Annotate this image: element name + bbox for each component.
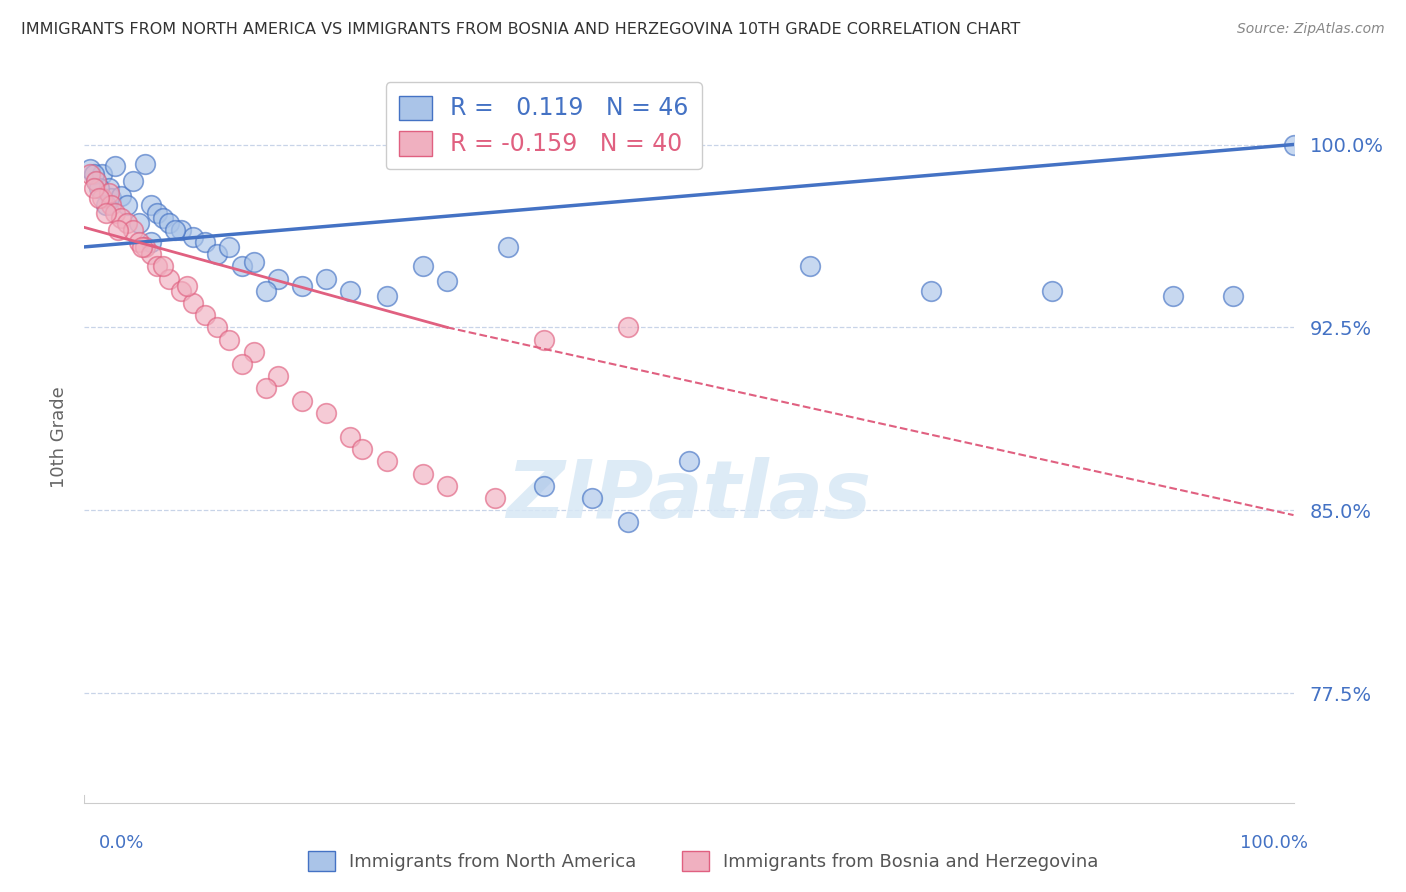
Point xyxy=(157,215,180,229)
Point xyxy=(315,271,337,285)
Point xyxy=(194,308,217,322)
Point xyxy=(181,230,204,244)
Point xyxy=(79,161,101,176)
Point xyxy=(94,206,117,220)
Point xyxy=(87,191,110,205)
Point xyxy=(83,167,105,181)
Point xyxy=(207,247,229,261)
Point xyxy=(91,191,114,205)
Point xyxy=(207,320,229,334)
Point xyxy=(533,333,555,347)
Point xyxy=(131,240,153,254)
Point xyxy=(121,223,143,237)
Point xyxy=(484,491,506,505)
Point xyxy=(128,215,150,229)
Point xyxy=(83,181,105,195)
Point xyxy=(231,260,253,274)
Point xyxy=(352,442,374,457)
Point xyxy=(920,284,942,298)
Text: ZIPatlas: ZIPatlas xyxy=(506,457,872,534)
Text: 0.0%: 0.0% xyxy=(98,834,143,852)
Point xyxy=(181,296,204,310)
Point xyxy=(436,274,458,288)
Point xyxy=(94,198,117,212)
Point xyxy=(152,260,174,274)
Point xyxy=(1040,284,1063,298)
Y-axis label: 10th Grade: 10th Grade xyxy=(49,386,67,488)
Point xyxy=(339,430,361,444)
Point xyxy=(291,393,314,408)
Point xyxy=(157,271,180,285)
Text: Source: ZipAtlas.com: Source: ZipAtlas.com xyxy=(1237,22,1385,37)
Point xyxy=(91,167,114,181)
Point xyxy=(170,284,193,298)
Point xyxy=(678,454,700,468)
Point xyxy=(254,284,277,298)
Point xyxy=(139,235,162,249)
Text: IMMIGRANTS FROM NORTH AMERICA VS IMMIGRANTS FROM BOSNIA AND HERZEGOVINA 10TH GRA: IMMIGRANTS FROM NORTH AMERICA VS IMMIGRA… xyxy=(21,22,1021,37)
Point xyxy=(194,235,217,249)
Legend: Immigrants from North America, Immigrants from Bosnia and Herzegovina: Immigrants from North America, Immigrant… xyxy=(301,844,1105,879)
Point xyxy=(496,240,519,254)
Point xyxy=(412,260,434,274)
Point xyxy=(218,240,240,254)
Point xyxy=(617,320,640,334)
Point xyxy=(134,240,156,254)
Point xyxy=(79,167,101,181)
Point xyxy=(291,279,314,293)
Point xyxy=(267,369,290,384)
Point xyxy=(581,491,603,505)
Point xyxy=(315,406,337,420)
Point xyxy=(107,223,129,237)
Point xyxy=(375,288,398,302)
Text: 100.0%: 100.0% xyxy=(1240,834,1308,852)
Point xyxy=(121,174,143,188)
Legend: R =   0.119   N = 46, R = -0.159   N = 40: R = 0.119 N = 46, R = -0.159 N = 40 xyxy=(385,82,702,169)
Point xyxy=(242,344,264,359)
Point xyxy=(218,333,240,347)
Point xyxy=(100,191,122,205)
Point xyxy=(1222,288,1244,302)
Point xyxy=(128,235,150,249)
Point xyxy=(146,206,169,220)
Point xyxy=(339,284,361,298)
Point xyxy=(115,198,138,212)
Point xyxy=(267,271,290,285)
Point xyxy=(1282,137,1305,152)
Point xyxy=(412,467,434,481)
Point xyxy=(375,454,398,468)
Point xyxy=(1161,288,1184,302)
Point xyxy=(231,357,253,371)
Point xyxy=(436,479,458,493)
Point xyxy=(139,198,162,212)
Point xyxy=(115,215,138,229)
Point xyxy=(254,381,277,395)
Point xyxy=(152,211,174,225)
Point xyxy=(104,206,127,220)
Point xyxy=(86,174,108,188)
Point xyxy=(100,198,122,212)
Point xyxy=(97,181,120,195)
Point xyxy=(110,211,132,225)
Point xyxy=(242,254,264,268)
Point xyxy=(617,516,640,530)
Point xyxy=(176,279,198,293)
Point xyxy=(533,479,555,493)
Point xyxy=(87,181,110,195)
Point xyxy=(146,260,169,274)
Point xyxy=(104,160,127,174)
Point xyxy=(110,188,132,202)
Point xyxy=(165,223,187,237)
Point xyxy=(799,260,821,274)
Point xyxy=(139,247,162,261)
Point xyxy=(170,223,193,237)
Point xyxy=(134,157,156,171)
Point xyxy=(97,186,120,201)
Point xyxy=(86,174,108,188)
